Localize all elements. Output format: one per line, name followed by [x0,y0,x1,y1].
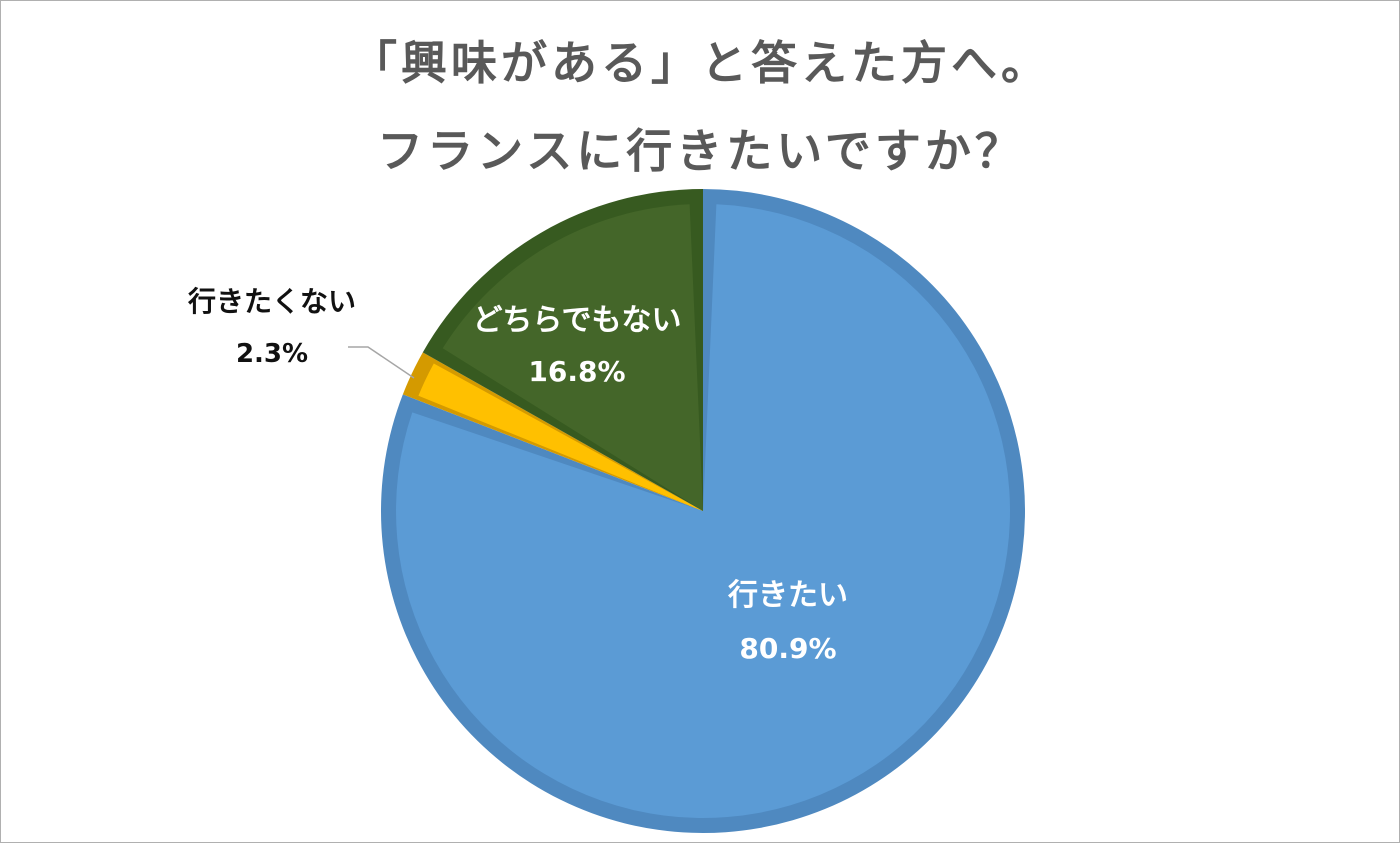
slice-ikitakunai-category-label: 行きたくない [187,285,356,318]
slice-ikitai [380,189,1025,833]
slice-dochiratemonai-face [442,204,703,512]
pie-slices [380,189,1025,833]
slice-ikitai-value-label: 80.9% [739,632,836,665]
slice-ikitakunai-face [418,363,703,511]
pie-labels: 行きたい 80.9% 行きたくない 2.3% どちらでもない 16.8% [187,285,848,665]
slice-dochiratemonai [422,189,703,512]
chart-subtitle: フランスに行きたいですか？ [377,124,1025,178]
chart-title: 「興味がある」と答えた方へ。 [351,36,1051,90]
slice-ikitakunai-value-label: 2.3% [236,339,308,369]
slice-dochiratemonai-value-label: 16.8% [528,355,625,388]
slice-dochiratemonai-category-label: どちらでもない [472,303,681,338]
slice-ikitakunai-leader-line [348,346,415,379]
slice-ikitai-face [396,204,1011,818]
slice-ikitakunai [402,352,703,511]
slice-ikitai-category-label: 行きたい [727,578,848,613]
